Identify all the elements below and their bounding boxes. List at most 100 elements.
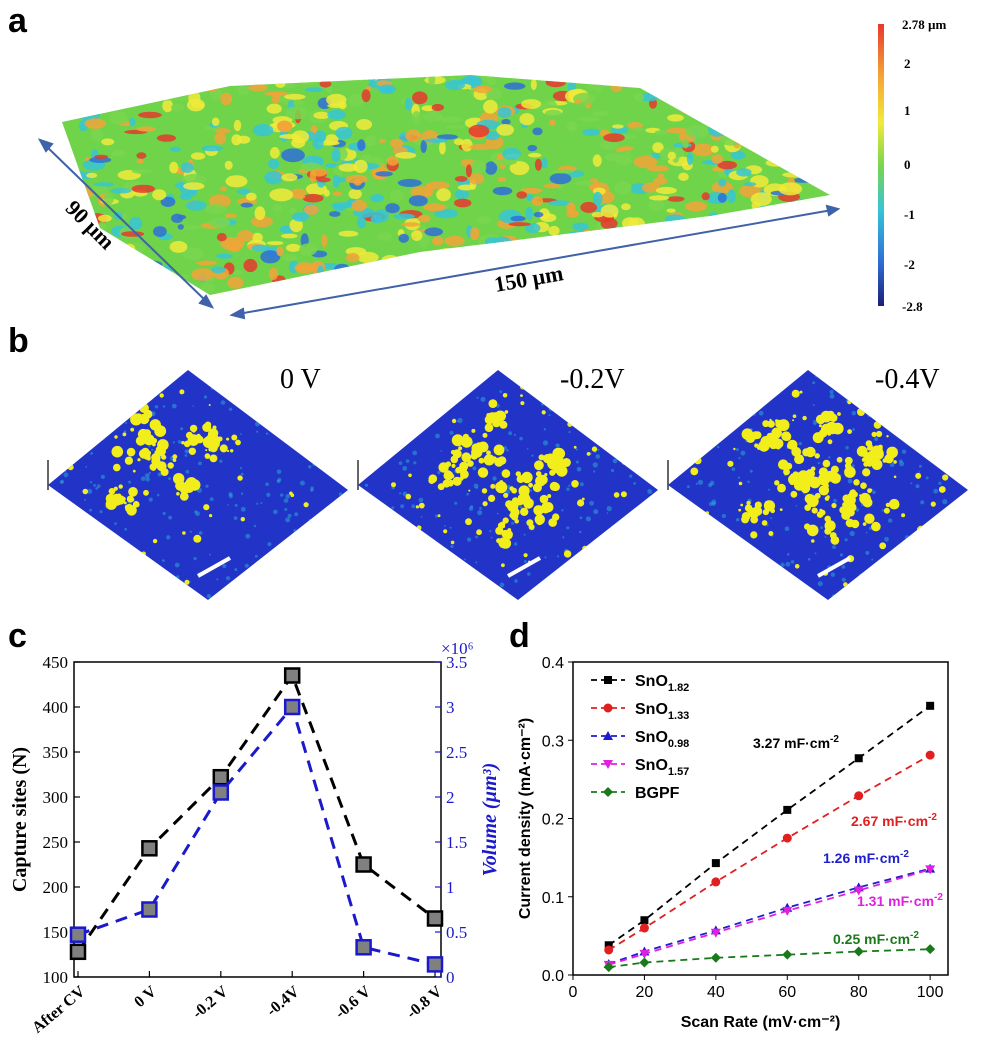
surface-patch xyxy=(332,191,343,197)
map-particle xyxy=(526,519,534,527)
map-particle xyxy=(490,412,494,416)
map-particle xyxy=(776,384,782,389)
map-speck xyxy=(697,539,700,542)
map-speck xyxy=(148,385,152,389)
panel-label-a: a xyxy=(8,2,27,40)
surface-patch xyxy=(408,258,419,271)
map-speck xyxy=(260,502,263,504)
surface-patch xyxy=(798,201,807,215)
surface-patch xyxy=(196,82,220,92)
surface-patch xyxy=(267,283,278,289)
surface-patch xyxy=(65,99,79,106)
map-speck xyxy=(403,529,408,534)
surface-patch xyxy=(208,217,231,228)
surface-patch xyxy=(572,222,589,231)
map-speck xyxy=(240,472,244,476)
surface-patch xyxy=(201,283,216,293)
map-speck xyxy=(872,490,876,495)
map-speck xyxy=(541,403,544,406)
map-speck xyxy=(647,462,650,465)
map-particle xyxy=(806,498,810,501)
surface-patch xyxy=(533,211,544,218)
map-speck xyxy=(375,407,378,410)
map-speck xyxy=(872,399,878,405)
map-speck xyxy=(915,484,920,489)
map-particle xyxy=(884,454,894,464)
map-speck xyxy=(283,498,289,503)
map-speck xyxy=(700,575,706,581)
map-speck xyxy=(552,398,557,403)
map-speck xyxy=(544,556,547,559)
map-speck xyxy=(789,377,792,381)
surface-patch xyxy=(299,243,317,256)
surface-patch xyxy=(801,250,820,257)
surface-patch xyxy=(141,75,154,81)
surface-patch xyxy=(711,154,724,164)
surface-patch xyxy=(545,109,562,116)
surface-patch xyxy=(227,276,244,289)
map-speck xyxy=(450,382,455,388)
scale-bar xyxy=(817,556,851,578)
surface-patch xyxy=(181,173,206,185)
map-speck xyxy=(503,446,507,450)
surface-patch xyxy=(709,259,732,268)
map-speck xyxy=(597,397,600,399)
map-speck xyxy=(327,411,331,414)
map-particle xyxy=(563,550,572,558)
x-axis-label: Scan Rate (mV·cm⁻²) xyxy=(681,1014,841,1031)
map-speck xyxy=(338,460,343,464)
map-speck xyxy=(310,489,312,492)
surface-patch xyxy=(654,265,669,277)
map-particle xyxy=(454,449,460,455)
surface-patch xyxy=(789,117,811,124)
surface-patch xyxy=(446,124,465,129)
data-point xyxy=(854,754,863,763)
map-speck xyxy=(50,490,54,494)
map-particle xyxy=(774,480,780,486)
map-speck xyxy=(579,516,583,520)
map-speck xyxy=(321,386,326,392)
map-speck xyxy=(681,509,685,513)
map-speck xyxy=(263,401,266,404)
map-speck xyxy=(756,588,761,594)
surface-patch xyxy=(548,119,556,127)
surface-patch xyxy=(466,254,481,263)
surface-patch xyxy=(131,168,154,174)
map-particle xyxy=(862,468,871,477)
map-speck xyxy=(454,501,458,505)
map-speck xyxy=(467,537,472,542)
surface-patch xyxy=(772,283,790,295)
surface-patch xyxy=(389,190,404,202)
surface-patch xyxy=(170,103,185,111)
map-speck xyxy=(490,590,494,594)
surface-patch xyxy=(431,103,444,112)
y-axis-label: Current density (mA·cm⁻²) xyxy=(517,718,534,919)
surface-patch xyxy=(216,253,233,259)
map-particle xyxy=(237,475,243,481)
map-particle xyxy=(872,448,884,460)
map-speck xyxy=(426,391,430,395)
map-particle xyxy=(114,435,118,439)
surface-patch xyxy=(686,152,694,166)
map-speck xyxy=(446,378,452,384)
surface-patch xyxy=(781,87,795,98)
surface-patch xyxy=(786,266,794,271)
surface-patch xyxy=(220,186,227,192)
data-point xyxy=(426,910,444,927)
map-particle xyxy=(720,573,725,578)
map-speck xyxy=(610,469,615,473)
surface-patch xyxy=(689,255,714,265)
map-particle xyxy=(172,454,178,460)
x-tick-label: 40 xyxy=(707,984,725,1001)
map-particle xyxy=(906,433,914,441)
map-speck xyxy=(508,431,512,436)
map-speck xyxy=(739,375,742,379)
y-tick-label: 0.4 xyxy=(542,655,564,672)
surface-patch xyxy=(298,78,320,85)
surface-patch xyxy=(313,111,330,119)
surface-patch xyxy=(793,177,815,183)
map-speck xyxy=(83,523,89,529)
surface-patch xyxy=(329,211,341,217)
map-particle xyxy=(686,514,691,519)
y-tick-label: 0.0 xyxy=(542,968,564,985)
